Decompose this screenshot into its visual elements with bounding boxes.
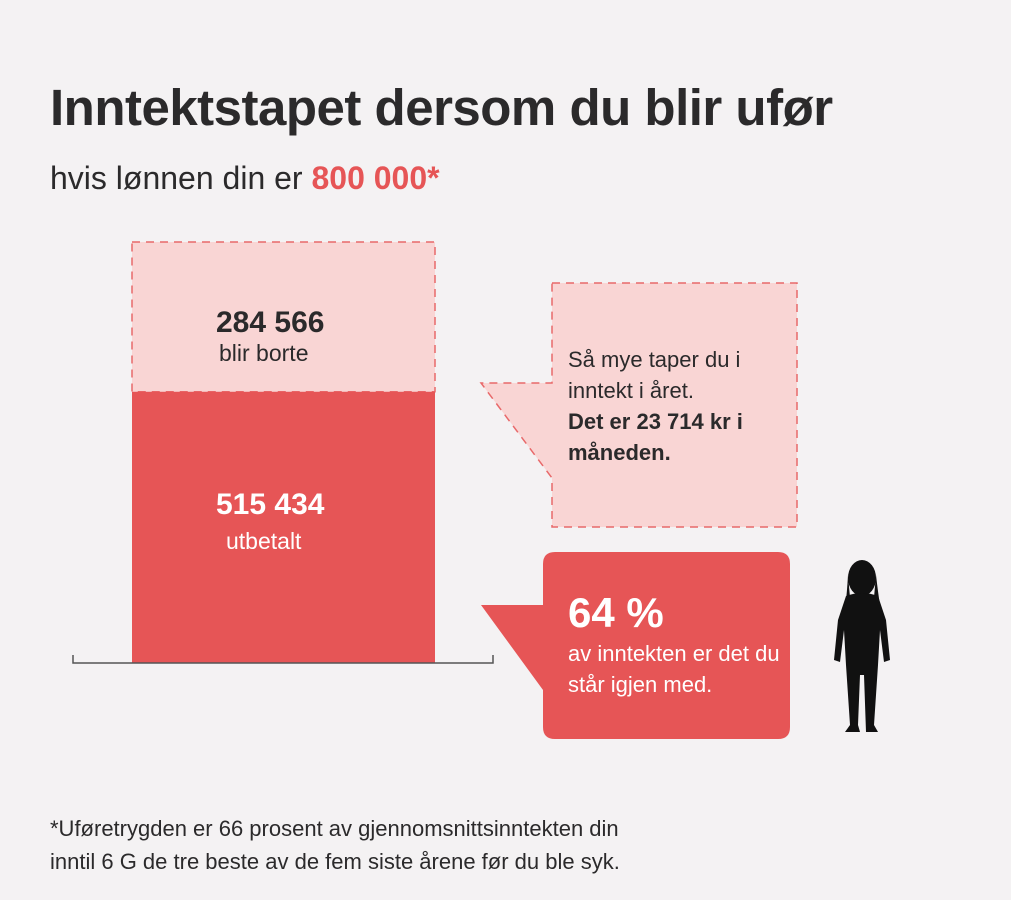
loss-callout-text: Så mye taper du i inntekt i året. Det er… [568, 344, 788, 468]
lost-caption: blir borte [219, 340, 309, 366]
person-silhouette-icon [834, 560, 890, 732]
paid-caption: utbetalt [226, 528, 302, 554]
page-title: Inntektstapet dersom du blir ufør [50, 79, 833, 136]
paid-segment-label: 515 434 utbetalt [216, 488, 324, 555]
footnote-line1: *Uføretrygden er 66 prosent av gjennomsn… [50, 816, 619, 841]
percent-callout-bubble [481, 552, 790, 739]
subtitle-prefix: hvis lønnen din er [50, 160, 312, 196]
lost-amount: 284 566 [216, 306, 325, 339]
baseline-axis [72, 655, 494, 664]
bar-segment-utbetalt [132, 391, 435, 663]
salary-asterisk: * [427, 160, 440, 196]
footnote: *Uføretrygden er 66 prosent av gjennomsn… [50, 812, 620, 878]
loss-callout-bubble [479, 282, 798, 528]
subtitle: hvis lønnen din er 800 000* [50, 160, 440, 197]
footnote-line2: inntil 6 G de tre beste av de fem siste … [50, 849, 620, 874]
stacked-bar [131, 241, 436, 663]
percent-value: 64 % [568, 589, 664, 636]
bar-segment-blir-borte [131, 241, 436, 393]
salary-value: 800 000 [311, 160, 428, 196]
percent-callout-text: 64 % av inntekten er det du står igjen m… [568, 588, 783, 700]
percent-description: av inntekten er det du står igjen med. [568, 641, 780, 697]
loss-callout-line2: Det er 23 714 kr i måneden. [568, 409, 743, 465]
loss-callout-line1: Så mye taper du i inntekt i året. [568, 347, 741, 403]
lost-segment-label: 284 566 blir borte [216, 306, 324, 367]
paid-amount: 515 434 [216, 488, 325, 521]
